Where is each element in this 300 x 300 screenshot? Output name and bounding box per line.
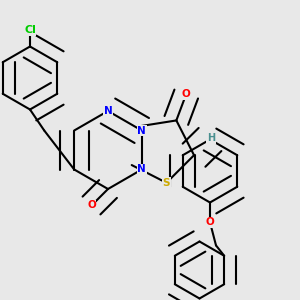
- Text: H: H: [207, 133, 215, 143]
- Text: Cl: Cl: [24, 25, 36, 35]
- Text: N: N: [103, 106, 112, 116]
- Text: N: N: [137, 125, 146, 136]
- Text: S: S: [163, 178, 170, 188]
- Text: N: N: [137, 164, 146, 175]
- Text: O: O: [206, 217, 214, 227]
- Text: O: O: [182, 89, 190, 99]
- Text: O: O: [87, 200, 96, 211]
